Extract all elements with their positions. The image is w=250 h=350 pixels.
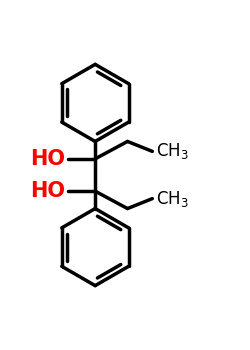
Text: CH$_3$: CH$_3$ <box>156 141 189 161</box>
Text: HO: HO <box>30 149 65 169</box>
Text: HO: HO <box>30 181 65 201</box>
Text: CH$_3$: CH$_3$ <box>156 189 189 209</box>
